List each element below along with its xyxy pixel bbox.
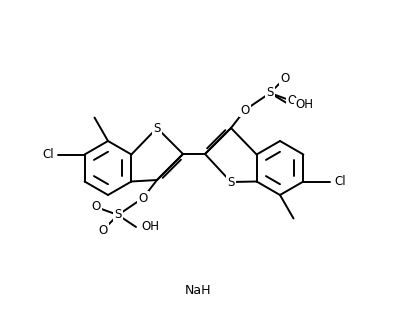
Text: S: S <box>267 87 274 100</box>
Text: OH: OH <box>141 221 159 234</box>
Text: OH: OH <box>295 99 313 112</box>
Text: O: O <box>287 94 297 107</box>
Text: S: S <box>114 209 122 222</box>
Text: Cl: Cl <box>334 175 346 188</box>
Text: O: O <box>138 191 148 204</box>
Text: O: O <box>240 103 249 117</box>
Text: NaH: NaH <box>185 283 211 296</box>
Text: S: S <box>153 121 161 134</box>
Text: O: O <box>98 223 108 236</box>
Text: O: O <box>280 72 289 85</box>
Text: O: O <box>91 200 101 214</box>
Text: S: S <box>227 176 235 189</box>
Text: Cl: Cl <box>42 148 53 161</box>
